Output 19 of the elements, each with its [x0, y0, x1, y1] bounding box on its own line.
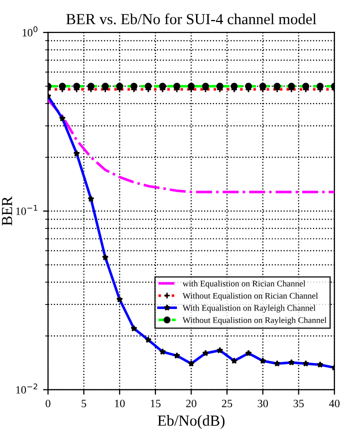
legend-label: With Equalistion on Rayleigh Channel — [182, 304, 316, 313]
x-axis-title: Eb/No(dB) — [158, 415, 224, 429]
x-tick-label: 15 — [150, 400, 161, 408]
y-axis-title: BER — [2, 196, 12, 226]
x-tick-label: 40 — [329, 400, 340, 408]
x-tick-label: 30 — [258, 400, 268, 408]
legend-label: Without Equalistion on Rician Channel — [182, 292, 318, 300]
y-tick-label: 10$^{−2}$ — [16, 384, 38, 394]
x-tick-label: 10 — [115, 400, 125, 408]
y-tick-label: 10$^{−1}$ — [16, 204, 38, 215]
chart-title: BER vs. Eb/No for SUI-4 channel model — [66, 13, 316, 24]
x-tick-label: 20 — [186, 400, 196, 408]
legend-label: Without Equalistion on Rayleigh Channel — [182, 316, 326, 325]
x-tick-label: 5 — [82, 400, 86, 408]
x-tick-label: 25 — [222, 400, 232, 408]
x-tick-label: 0 — [46, 400, 50, 408]
x-tick-label: 35 — [294, 400, 304, 408]
y-tick-label: 10$^{0}$ — [22, 26, 38, 36]
legend-label: with Equalistion on Rician Channel — [182, 280, 306, 288]
